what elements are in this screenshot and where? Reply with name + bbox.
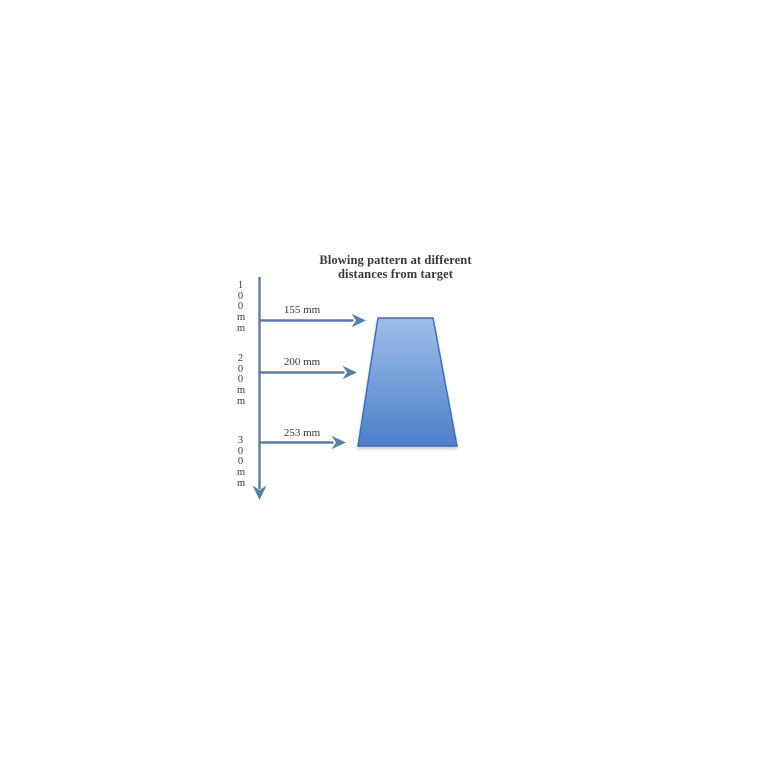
figure-title-line1: Blowing pattern at different: [319, 253, 472, 267]
figure-title: Blowing pattern at different distances f…: [293, 253, 498, 281]
spread-arrow-200mm: [260, 365, 357, 380]
right-arrowhead-icon: [331, 435, 346, 450]
distance-axis: [252, 277, 267, 500]
right-arrowhead-icon: [342, 365, 357, 380]
distance-label-200mm: 200mm: [237, 353, 246, 407]
distance-label-100mm: 100mm: [237, 280, 246, 334]
figure-title-line2: distances from target: [337, 266, 454, 281]
spread-label-200mm: 200 mm: [283, 356, 321, 368]
distance-label-300mm: 300mm: [237, 435, 246, 489]
right-arrowhead-icon: [351, 313, 366, 328]
spread-arrow-100mm: [260, 313, 366, 328]
down-arrowhead-icon: [252, 485, 267, 500]
spread-label-253mm: 253 mm: [283, 427, 321, 439]
spread-label-155mm: 155 mm: [283, 304, 321, 316]
blow-pattern-trapezoid: [357, 317, 458, 447]
spread-arrow-300mm: [260, 435, 346, 450]
